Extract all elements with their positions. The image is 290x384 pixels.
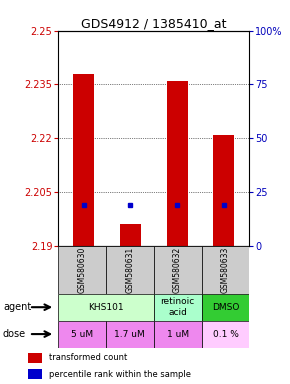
- Bar: [154, 321, 202, 348]
- Bar: [154, 294, 202, 321]
- Bar: [73, 74, 94, 246]
- Bar: [28, 369, 42, 379]
- Bar: [106, 321, 154, 348]
- Bar: [166, 81, 188, 246]
- Text: GSM580631: GSM580631: [125, 247, 134, 293]
- Text: 0.1 %: 0.1 %: [213, 329, 238, 339]
- Bar: [202, 246, 249, 294]
- Bar: [106, 246, 154, 294]
- Text: DMSO: DMSO: [212, 303, 239, 312]
- Text: retinoic
acid: retinoic acid: [160, 298, 195, 317]
- Text: GSM580630: GSM580630: [77, 247, 86, 293]
- Bar: [58, 246, 106, 294]
- Bar: [28, 353, 42, 363]
- Bar: [213, 135, 234, 246]
- Bar: [58, 294, 154, 321]
- Bar: [154, 246, 202, 294]
- Text: dose: dose: [3, 329, 26, 339]
- Bar: [120, 224, 141, 246]
- Text: 5 uM: 5 uM: [71, 329, 93, 339]
- Text: 1 uM: 1 uM: [166, 329, 189, 339]
- Bar: [202, 321, 249, 348]
- Bar: [58, 321, 106, 348]
- Text: GSM580633: GSM580633: [221, 247, 230, 293]
- Text: GSM580632: GSM580632: [173, 247, 182, 293]
- Text: agent: agent: [3, 302, 31, 312]
- Text: percentile rank within the sample: percentile rank within the sample: [49, 370, 191, 379]
- Bar: [202, 294, 249, 321]
- Text: KHS101: KHS101: [88, 303, 124, 312]
- Text: transformed count: transformed count: [49, 353, 127, 362]
- Text: 1.7 uM: 1.7 uM: [114, 329, 145, 339]
- Title: GDS4912 / 1385410_at: GDS4912 / 1385410_at: [81, 17, 226, 30]
